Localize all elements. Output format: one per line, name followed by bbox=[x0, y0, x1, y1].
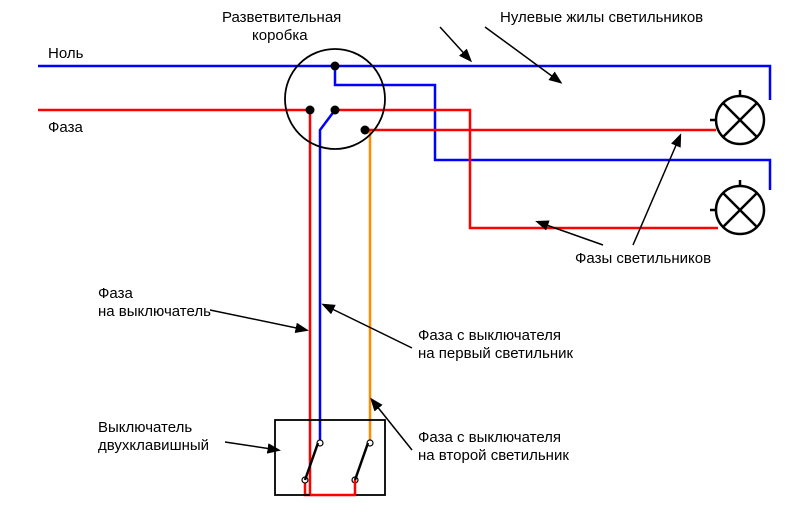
label-sw-l1-b: на первый светильник bbox=[418, 345, 574, 362]
label-box-l1: Разветвительная bbox=[222, 9, 341, 26]
callout-arrow-0 bbox=[440, 27, 470, 60]
callout-arrow-2 bbox=[538, 222, 603, 245]
callout-arrow-5 bbox=[225, 442, 278, 450]
label-null: Ноль bbox=[48, 45, 84, 62]
wire-neutral-lamp2 bbox=[335, 66, 770, 190]
label-phase-sw-l1: Фаза bbox=[98, 285, 133, 302]
double-switch bbox=[275, 420, 385, 495]
callout-arrow-4 bbox=[210, 310, 306, 330]
node-n_phase_in bbox=[306, 106, 315, 115]
callout-arrow-7 bbox=[372, 400, 412, 450]
label-null-cores: Нулевые жилы светильников bbox=[500, 9, 703, 26]
label-sw-l2-a: Фаза с выключателя bbox=[418, 429, 561, 446]
callout-arrow-6 bbox=[324, 305, 412, 348]
wire-lamp1-phase bbox=[335, 110, 718, 228]
wire-phase-to-switch bbox=[305, 110, 310, 495]
wiring-diagram: Ноль Фаза Разветвительнаякоробка Нулевые жи… bbox=[0, 0, 800, 522]
switch-lever-1 bbox=[305, 443, 318, 480]
label-switch-l1: Выключатель bbox=[98, 419, 192, 436]
callout-arrow-1 bbox=[485, 27, 560, 82]
wire-switch2-return bbox=[365, 130, 370, 443]
label-sw-l2-b: на второй светильник bbox=[418, 447, 569, 464]
label-phase-sw-l2: на выключатель bbox=[98, 303, 211, 320]
label-phase: Фаза bbox=[48, 119, 83, 136]
lamp-1 bbox=[710, 90, 764, 144]
node-n_sw1 bbox=[331, 106, 340, 115]
lamp-2 bbox=[710, 180, 764, 234]
switch-lever-2 bbox=[355, 443, 368, 480]
node-n_sw2 bbox=[361, 126, 370, 135]
label-lamp-phases: Фазы светильников bbox=[575, 250, 711, 267]
label-switch-l2: двухклавишный bbox=[98, 437, 209, 454]
node-n_neutral bbox=[331, 62, 340, 71]
label-sw-l1-a: Фаза с выключателя bbox=[418, 327, 561, 344]
wire-neutral-main bbox=[38, 66, 770, 100]
wire-switch1-return bbox=[320, 110, 335, 443]
switch-common bbox=[310, 480, 355, 495]
label-box-l2: коробка bbox=[252, 27, 308, 44]
